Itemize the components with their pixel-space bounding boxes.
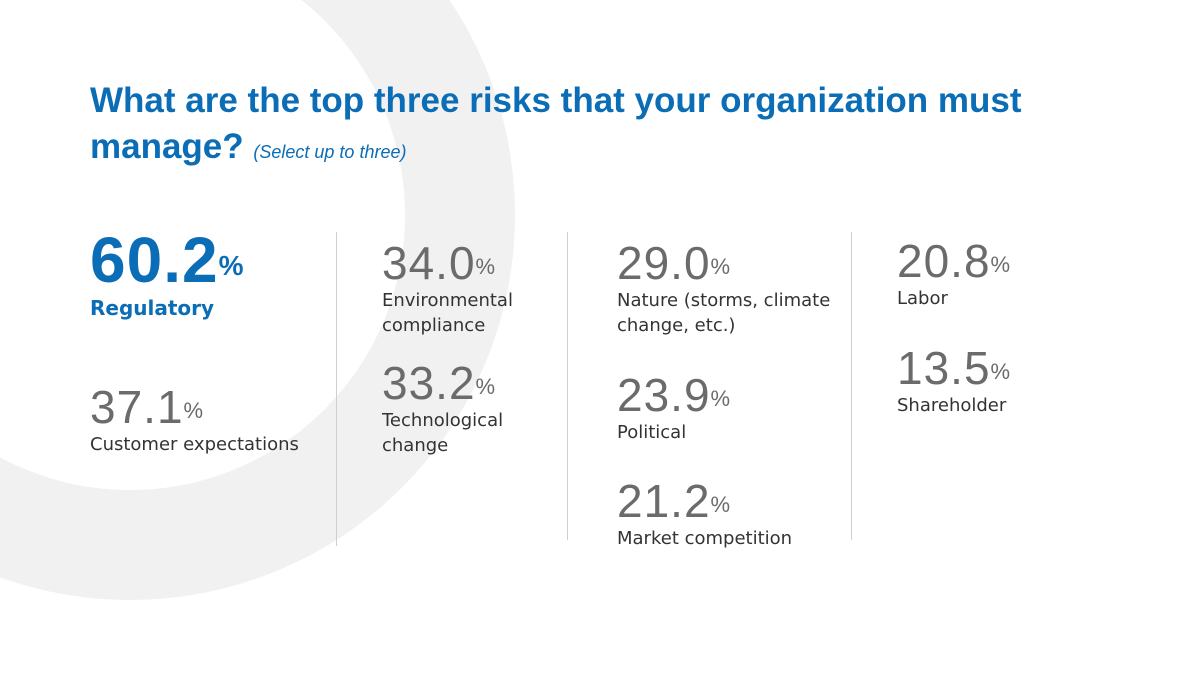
title-text: What are the top three risks that your o… [90, 81, 1022, 166]
stat: 21.2% Market competition [617, 478, 837, 551]
stat-number: 23.9% [617, 372, 817, 418]
stat-unit: % [990, 359, 1012, 384]
stat: 23.9% Political [617, 372, 817, 445]
stat-unit: % [710, 386, 732, 411]
stat-number: 21.2% [617, 478, 837, 524]
stat-label: Technological change [382, 410, 504, 456]
stat-unit: % [183, 398, 205, 423]
title: What are the top three risks that your o… [90, 78, 1090, 175]
stat-label: Shareholder [897, 395, 1007, 416]
stat-number: 33.2% [382, 360, 532, 406]
stat: 37.1% Customer expectations [90, 384, 330, 457]
stat-unit: % [475, 374, 497, 399]
stat-unit: % [475, 254, 497, 279]
stat-number: 37.1% [90, 384, 330, 430]
stat-value: 13.5 [897, 342, 991, 394]
stat-value: 21.2 [617, 475, 711, 527]
stat-label: Customer expectations [90, 434, 299, 455]
divider [851, 232, 852, 540]
stat-value: 60.2 [90, 224, 219, 296]
stat-number: 60.2% [90, 228, 310, 292]
stat: 20.8% Labor [897, 238, 1097, 311]
stat-number: 29.0% [617, 240, 832, 286]
stat: 33.2% Technological change [382, 360, 532, 458]
stat-value: 33.2 [382, 357, 476, 409]
stat-unit: % [710, 254, 732, 279]
stat-value: 34.0 [382, 237, 476, 289]
stat-value: 37.1 [90, 381, 184, 433]
stat-label: Market competition [617, 528, 793, 549]
divider [567, 232, 568, 540]
stat-label: Regulatory [90, 296, 215, 320]
divider [336, 232, 337, 546]
stat-label: Environmental compliance [382, 290, 513, 336]
stat-number: 20.8% [897, 238, 1097, 284]
stat-label: Political [617, 422, 687, 443]
stat-unit: % [990, 252, 1012, 277]
stat-label: Labor [897, 288, 948, 309]
stat: 60.2% Regulatory [90, 228, 310, 321]
stat-number: 13.5% [897, 345, 1097, 391]
stat-unit: % [710, 492, 732, 517]
stat-label: Nature (storms, climate change, etc.) [617, 290, 831, 336]
ring [0, 0, 515, 600]
stat-value: 23.9 [617, 369, 711, 421]
stat: 13.5% Shareholder [897, 345, 1097, 418]
stat: 29.0% Nature (storms, climate change, etc… [617, 240, 832, 338]
stat-number: 34.0% [382, 240, 542, 286]
stat-value: 20.8 [897, 235, 991, 287]
stat-unit: % [218, 250, 245, 281]
subtitle: (Select up to three) [253, 142, 407, 162]
stat: 34.0% Environmental compliance [382, 240, 542, 338]
stat-value: 29.0 [617, 237, 711, 289]
